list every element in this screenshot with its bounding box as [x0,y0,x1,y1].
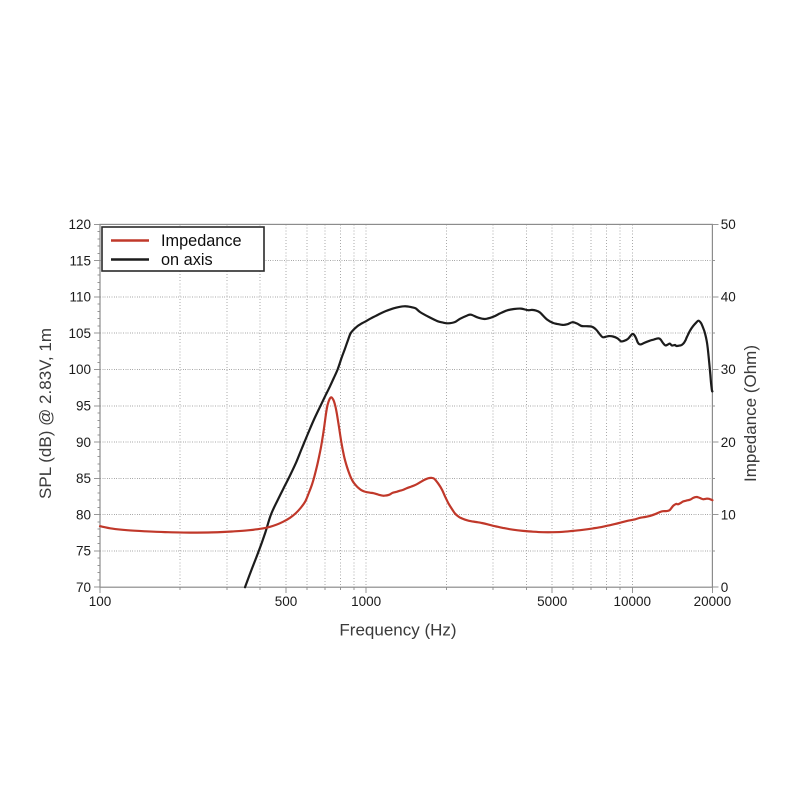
svg-text:5000: 5000 [537,594,567,609]
svg-text:10000: 10000 [614,594,652,609]
svg-text:115: 115 [69,253,91,268]
svg-text:120: 120 [68,217,91,232]
svg-text:100: 100 [89,594,112,609]
svg-text:20000: 20000 [694,594,732,609]
svg-text:80: 80 [76,507,91,522]
svg-text:20: 20 [721,435,736,450]
svg-text:105: 105 [68,326,91,341]
svg-text:1000: 1000 [351,594,381,609]
svg-text:10: 10 [721,507,736,522]
svg-text:SPL (dB) @ 2.83V, 1m: SPL (dB) @ 2.83V, 1m [36,328,55,499]
svg-text:on axis: on axis [161,251,213,269]
svg-text:40: 40 [721,290,736,305]
svg-text:85: 85 [76,471,91,486]
svg-text:Impedance: Impedance [161,232,242,250]
svg-text:Frequency (Hz): Frequency (Hz) [339,621,456,640]
svg-text:110: 110 [69,290,91,305]
svg-text:500: 500 [275,594,298,609]
svg-text:90: 90 [76,435,91,450]
svg-text:30: 30 [721,362,736,377]
svg-text:Impedance (Ohm): Impedance (Ohm) [741,345,760,482]
svg-text:100: 100 [68,362,91,377]
svg-text:95: 95 [76,399,91,414]
svg-text:75: 75 [76,544,91,559]
svg-text:50: 50 [721,217,736,232]
svg-text:0: 0 [721,580,729,595]
svg-text:70: 70 [76,580,91,595]
